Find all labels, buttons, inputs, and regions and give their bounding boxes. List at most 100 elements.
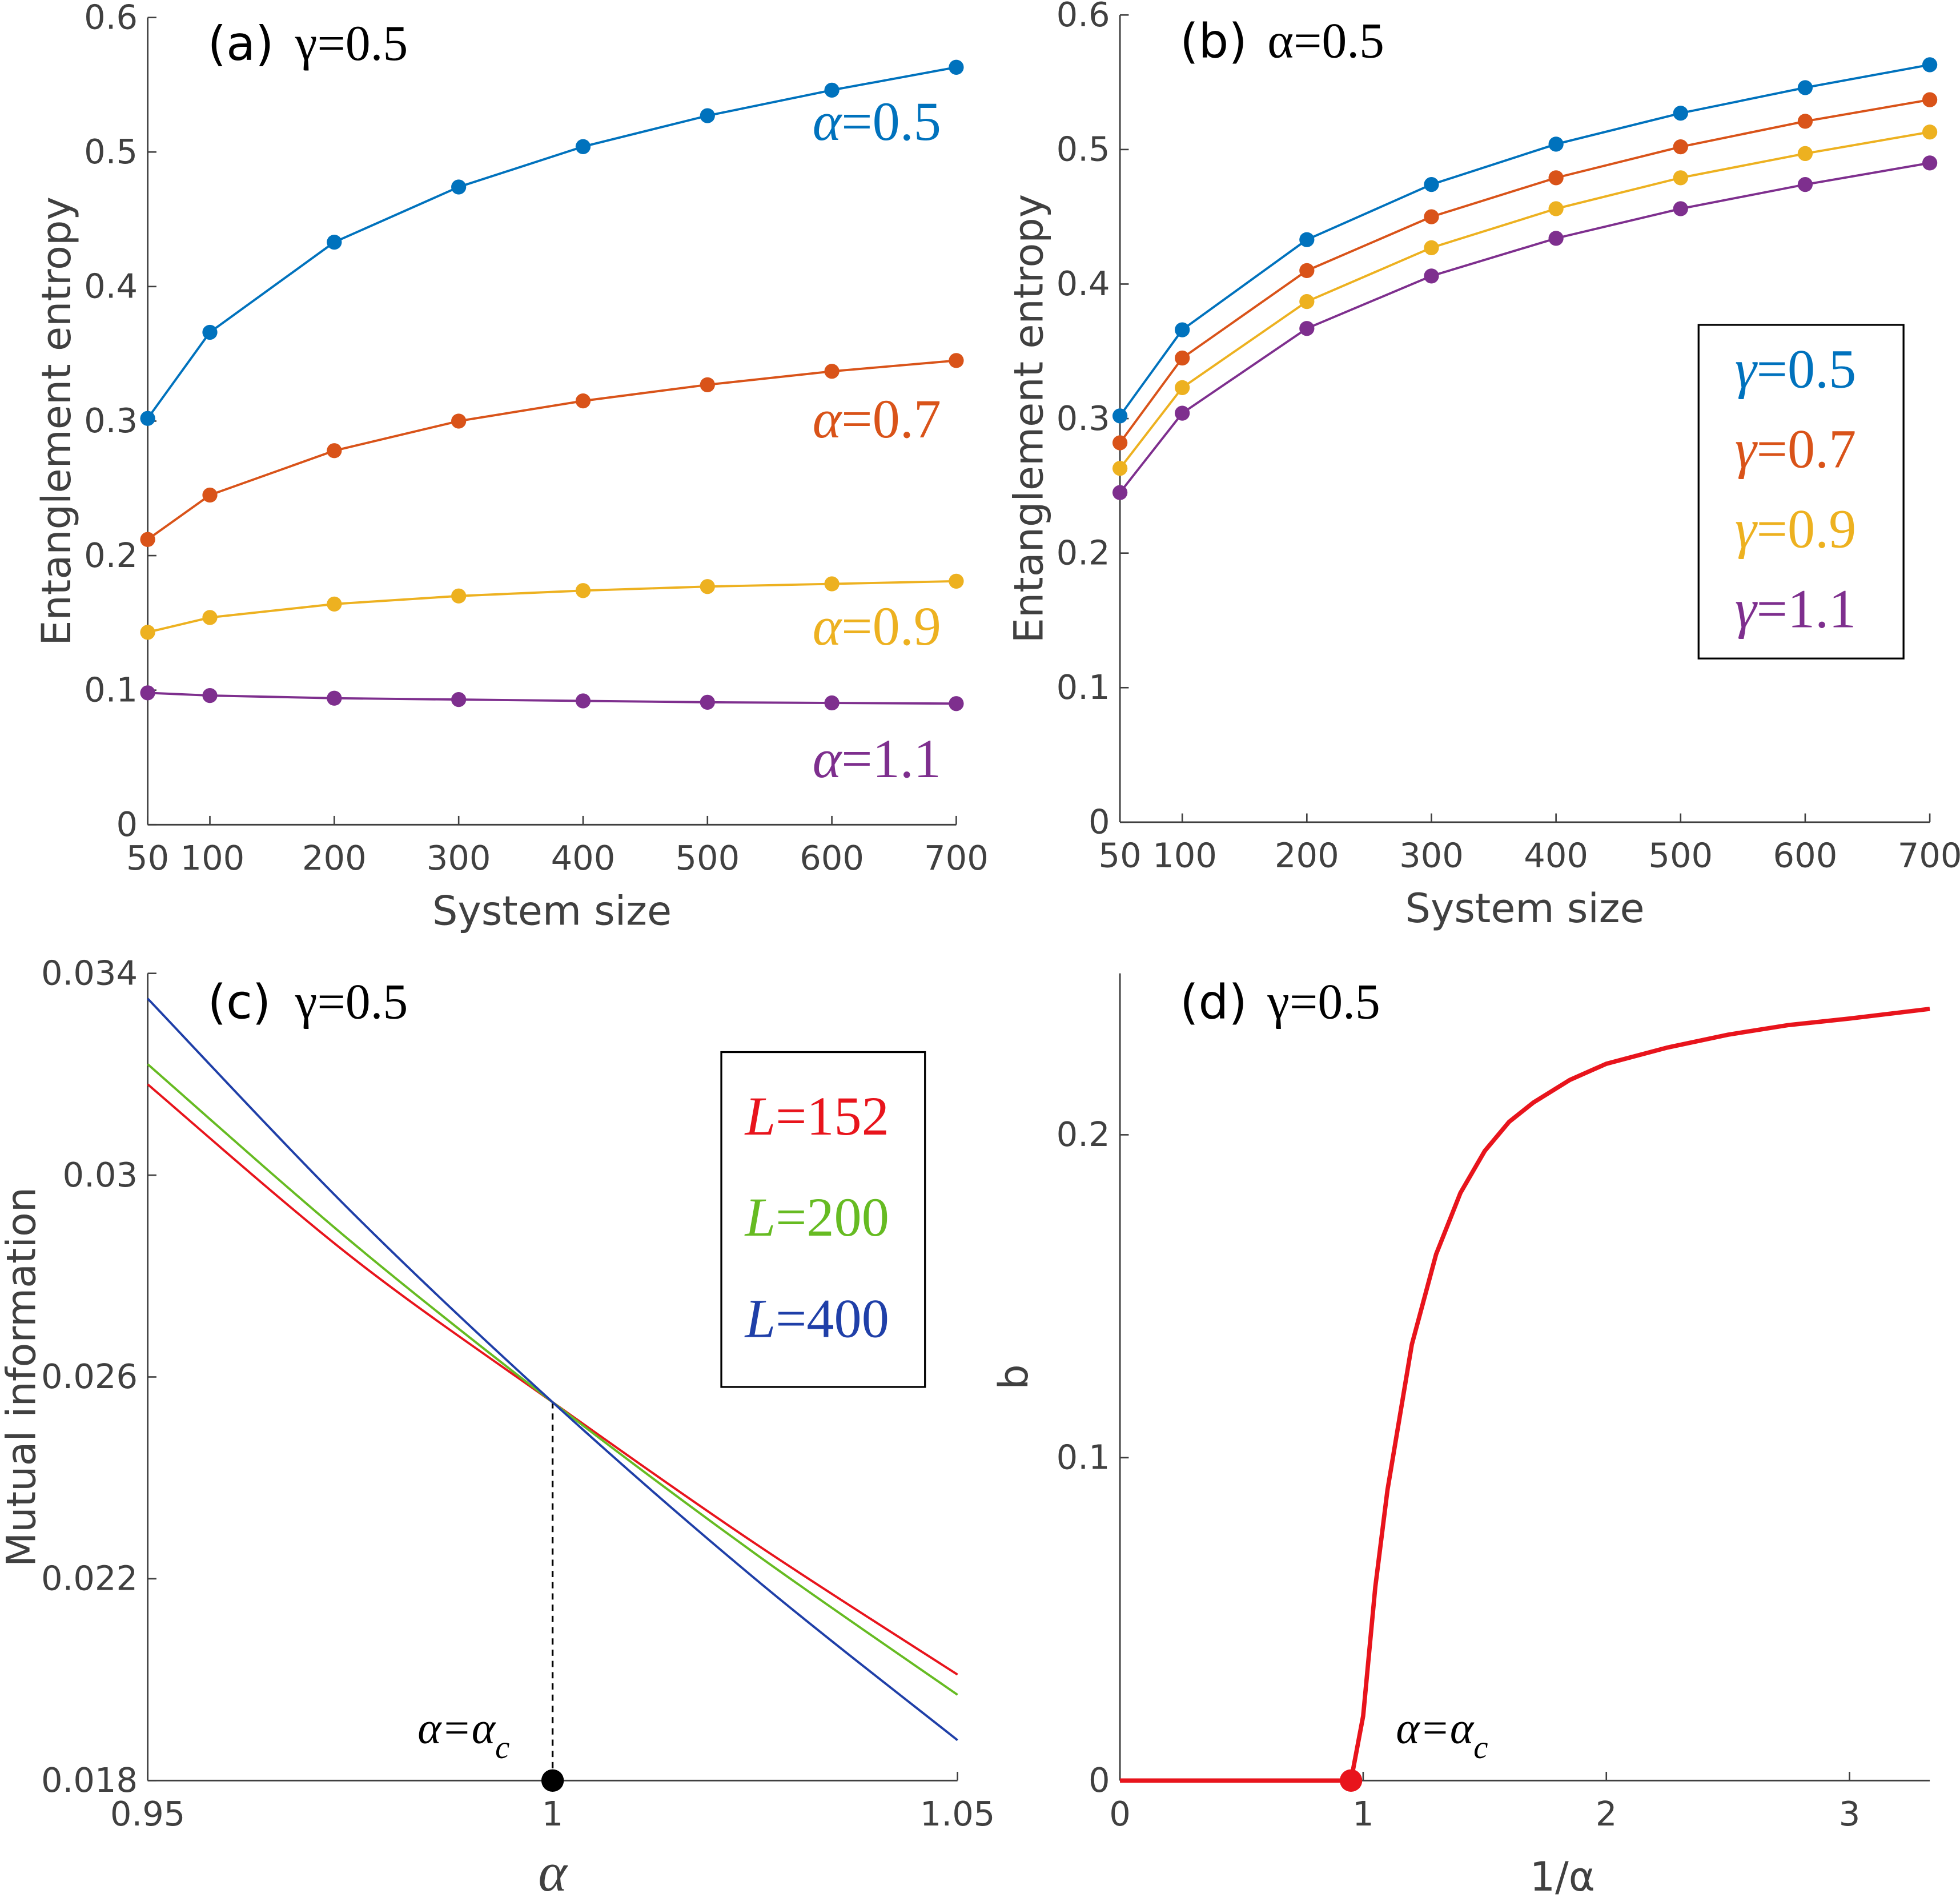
critical-point-label: α=αc <box>417 1704 509 1766</box>
data-point <box>1112 408 1128 424</box>
y-tick-label: 0.3 <box>1057 399 1110 438</box>
x-tick-label: 500 <box>1648 836 1713 875</box>
panel-parameter: γ=0.5 <box>295 15 408 71</box>
x-tick-label: 700 <box>1898 836 1960 875</box>
series-line <box>147 580 957 634</box>
data-point <box>700 579 715 594</box>
x-tick-label: 200 <box>302 838 367 878</box>
data-point <box>575 693 591 709</box>
x-axis-label: 1/α <box>1530 1853 1595 1898</box>
legend <box>720 1051 926 1388</box>
y-tick-label: 0.3 <box>84 401 138 440</box>
data-point <box>1797 114 1813 129</box>
x-axis-label: α <box>538 1841 568 1898</box>
x-tick-label: 400 <box>551 838 616 878</box>
y-tick-label: 0.034 <box>41 953 138 992</box>
data-point <box>700 377 715 392</box>
data-point <box>824 82 840 98</box>
data-point <box>1112 435 1128 451</box>
y-tick-label: 0.4 <box>84 267 138 306</box>
data-point <box>1424 209 1439 224</box>
data-point <box>327 443 342 459</box>
series-line <box>1119 162 1930 493</box>
x-tick-label: 600 <box>800 838 864 878</box>
data-point <box>1299 321 1315 336</box>
x-tick-label: 1 <box>542 1794 564 1833</box>
panel-label: (d) <box>1180 974 1247 1030</box>
x-tick-label: 1 <box>1352 1794 1374 1833</box>
x-tick-label: 0 <box>1109 1794 1131 1833</box>
panel-parameter: γ=0.5 <box>1267 974 1380 1029</box>
x-tick-label: 50 <box>126 838 169 878</box>
data-point <box>202 687 218 703</box>
critical-point-marker <box>541 1769 564 1792</box>
data-point <box>451 179 467 195</box>
x-axis-label: System size <box>1405 885 1645 932</box>
legend-entry: L=200 <box>744 1187 889 1248</box>
data-point <box>1175 350 1190 366</box>
critical-point-marker <box>1339 1769 1363 1792</box>
data-point <box>949 573 964 589</box>
data-point <box>140 532 155 547</box>
data-point <box>1299 293 1315 309</box>
data-point <box>1548 170 1564 186</box>
series-line <box>1120 1007 1930 1783</box>
x-tick-label: 1.05 <box>920 1794 995 1833</box>
panel-parameter: γ=0.5 <box>295 974 408 1029</box>
y-axis-label: Mutual information <box>0 1187 45 1567</box>
y-tick-label: 0.022 <box>41 1559 138 1598</box>
data-point <box>1922 92 1938 107</box>
x-tick-label: 400 <box>1524 836 1588 875</box>
data-point <box>949 353 964 368</box>
data-point <box>202 324 218 340</box>
panel-b: 50 100 200 300 400 500 600 700 0 0.1 0.2 0.3 0.4 0.5 0… <box>1005 0 1960 932</box>
y-axis-label: b <box>990 1364 1037 1389</box>
x-tick-label: 300 <box>427 838 491 878</box>
x-tick-label: 3 <box>1839 1794 1861 1833</box>
data-point <box>824 576 840 592</box>
data-point <box>327 596 342 612</box>
series-line <box>1119 98 1930 444</box>
data-point <box>140 411 155 426</box>
y-tick-label: 0.6 <box>1057 0 1110 34</box>
data-point <box>140 625 155 640</box>
panel-label: (b) <box>1180 14 1247 69</box>
data-point <box>949 696 964 711</box>
data-point <box>1797 80 1813 95</box>
panel-label: (c) <box>208 974 271 1030</box>
y-tick-label: 0.4 <box>1057 264 1110 303</box>
data-point <box>202 487 218 503</box>
legend-entry: γ=0.5 <box>1735 338 1857 399</box>
critical-point-label: α=αc <box>1396 1704 1488 1766</box>
x-tick-label: 300 <box>1399 836 1464 875</box>
data-point <box>1299 232 1315 247</box>
y-tick-label: 0.5 <box>84 132 138 171</box>
data-point <box>1424 176 1439 192</box>
data-point <box>575 139 591 154</box>
series-line <box>147 359 957 541</box>
series-line <box>147 66 957 419</box>
data-point <box>1424 268 1439 284</box>
y-tick-label: 0 <box>1089 1760 1110 1800</box>
data-point <box>1175 380 1190 396</box>
panel-c: 0.95 1 1.05 0.018 0.022 0.026 0.03 0.034 α Mutual… <box>0 953 995 1898</box>
data-point <box>1424 240 1439 255</box>
data-point <box>1112 461 1128 476</box>
x-tick-label: 100 <box>1152 836 1217 875</box>
data-point <box>202 610 218 625</box>
data-point <box>1797 176 1813 192</box>
data-point <box>327 234 342 250</box>
y-tick-label: 0.1 <box>1057 667 1110 707</box>
x-tick-label: 0.95 <box>110 1794 186 1833</box>
data-point <box>1922 57 1938 73</box>
legend-entry: γ=1.1 <box>1735 578 1857 640</box>
data-point <box>1797 146 1813 162</box>
y-tick-label: 0 <box>117 805 138 844</box>
y-tick-label: 0.1 <box>84 670 138 709</box>
y-tick-label: 0 <box>1089 802 1110 842</box>
data-point <box>451 413 467 429</box>
data-point <box>1922 124 1938 140</box>
panel-label: (a) <box>208 16 274 71</box>
series-line <box>147 691 957 705</box>
